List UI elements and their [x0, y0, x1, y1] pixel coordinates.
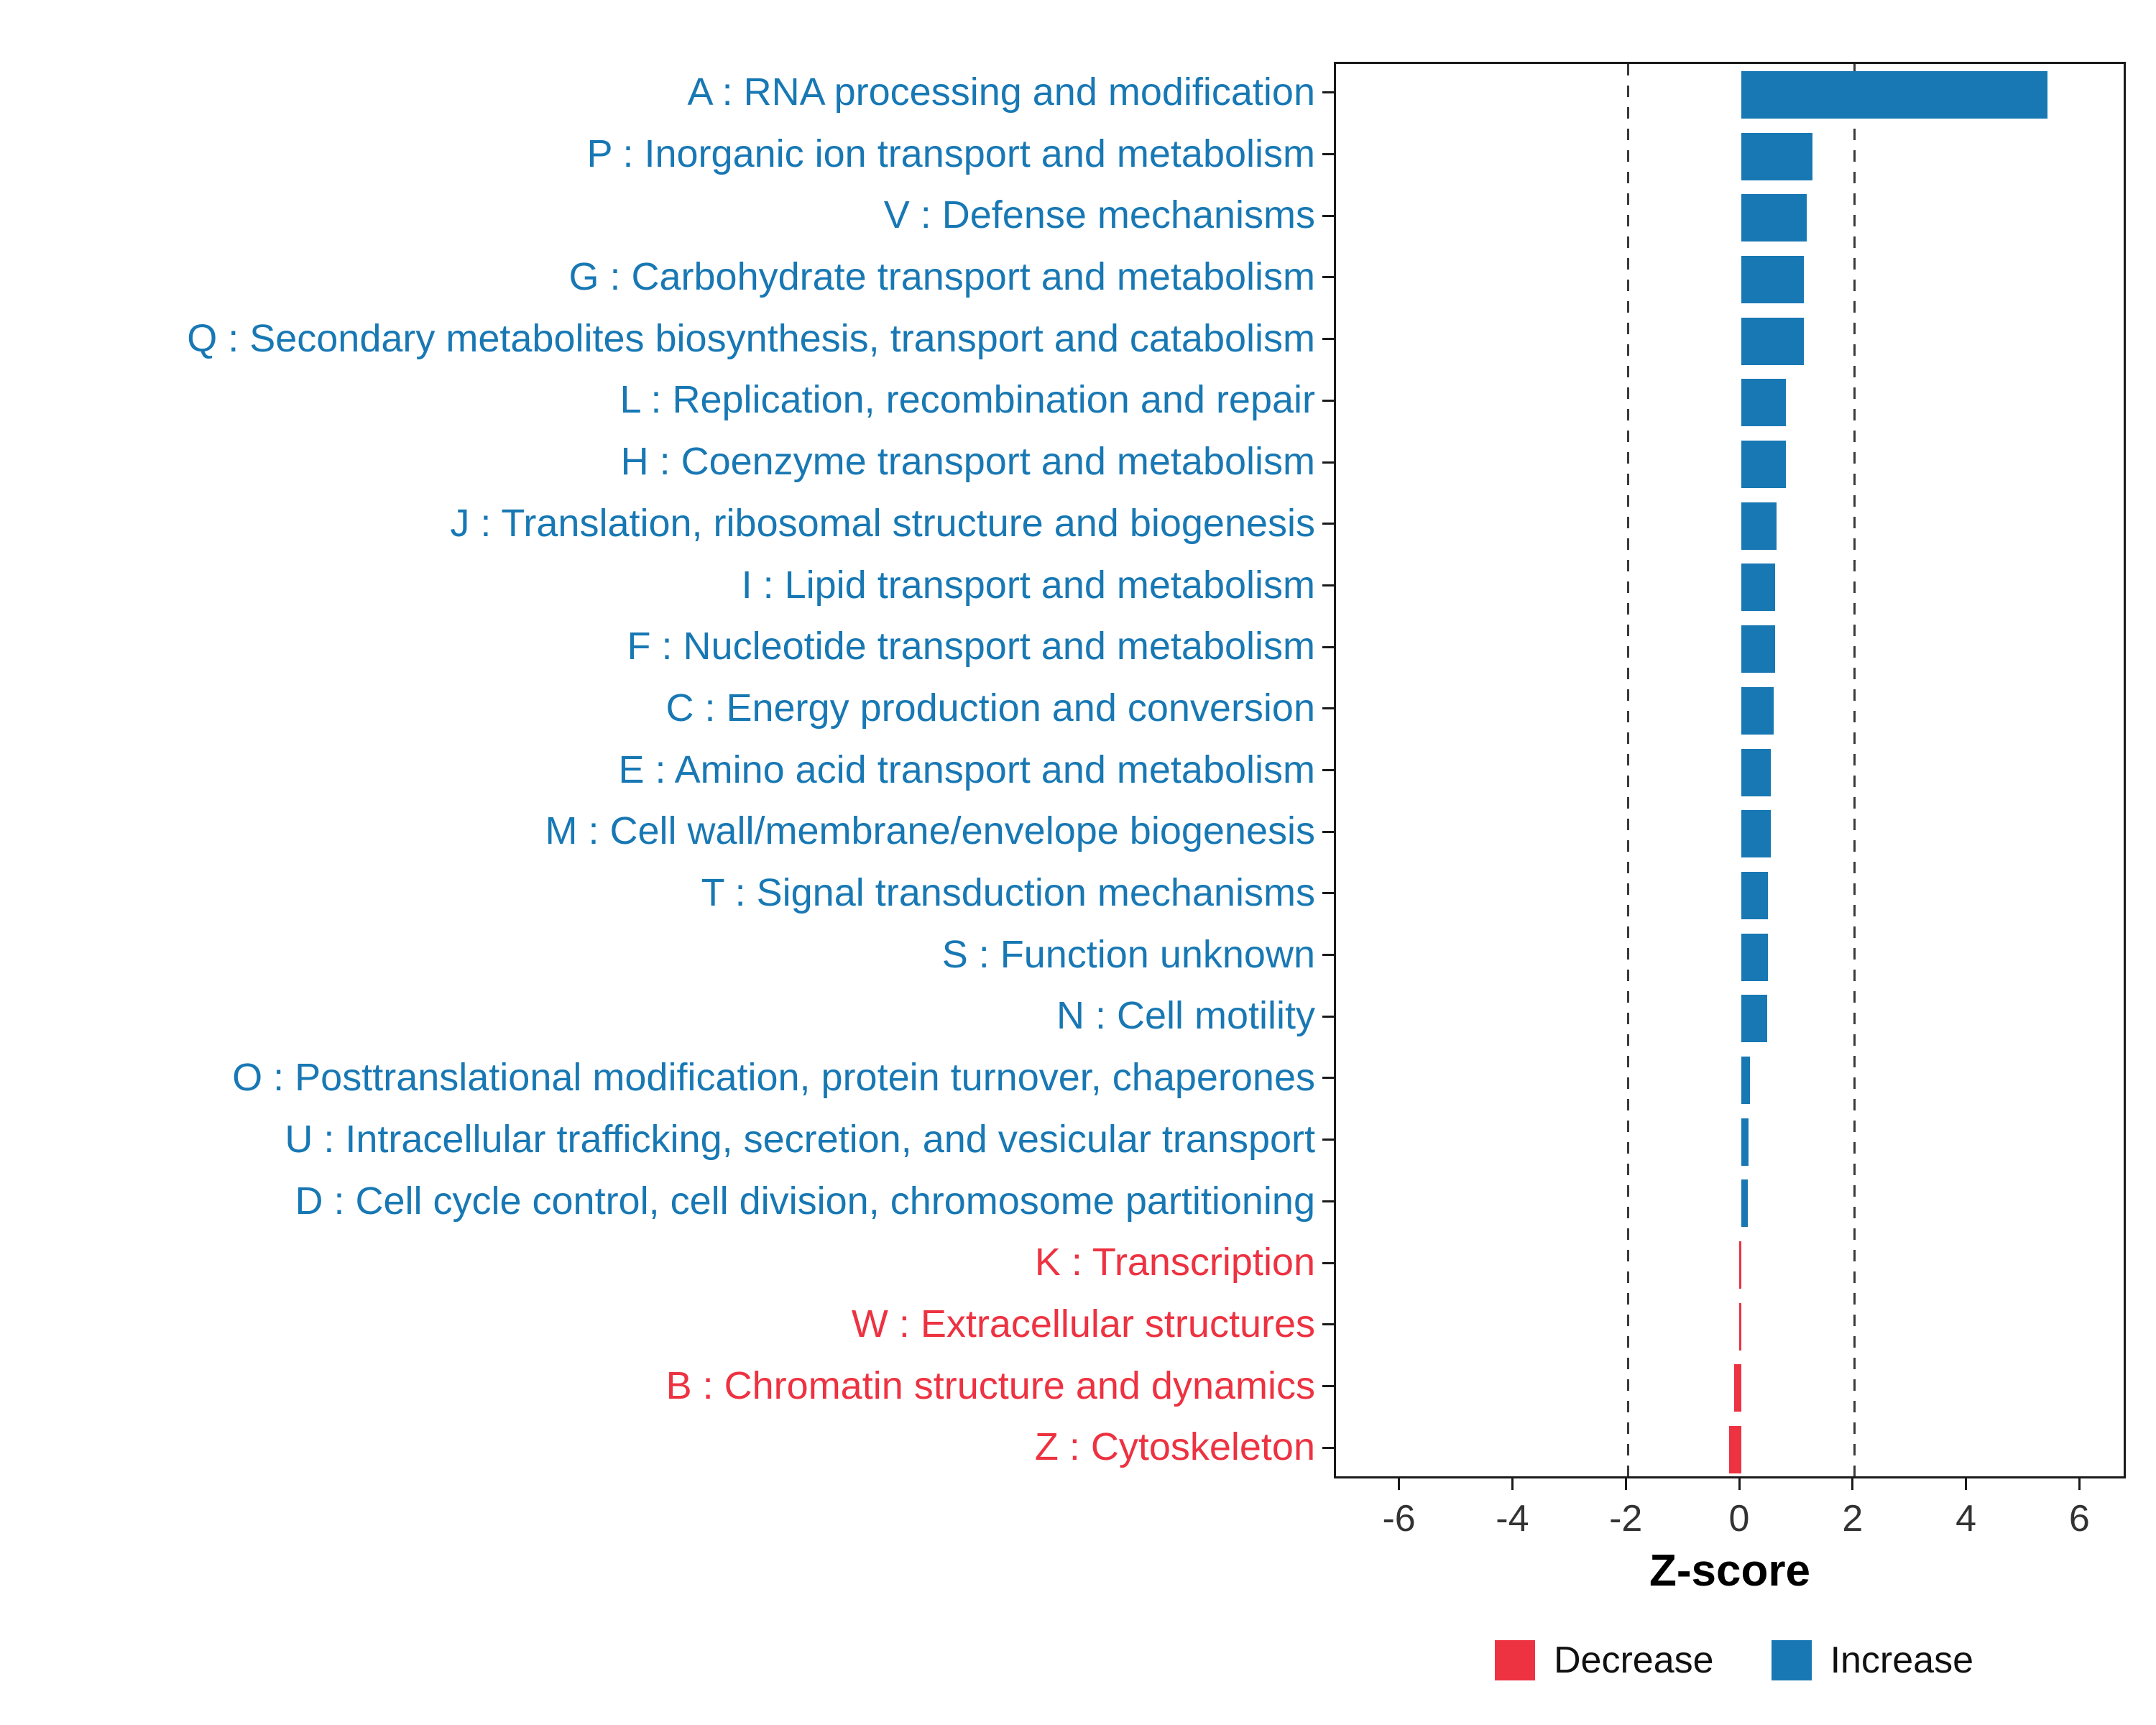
bar-v [1741, 194, 1807, 242]
bar-e [1741, 748, 1772, 796]
x-axis-tick [1965, 1478, 1968, 1490]
category-label-c: C : Energy production and conversion [665, 686, 1315, 730]
x-tick-label-4: 4 [1955, 1498, 1977, 1540]
y-axis-tick [1322, 399, 1334, 402]
y-axis-tick [1322, 214, 1334, 217]
x-axis-tick [1738, 1478, 1741, 1490]
y-axis-tick [1322, 91, 1334, 94]
y-axis-tick [1322, 1077, 1334, 1080]
increase-color-swatch [1771, 1640, 1812, 1680]
x-axis-tick [1851, 1478, 1854, 1490]
bar-d [1741, 1179, 1749, 1228]
category-label-k: K : Transcription [1034, 1241, 1315, 1284]
bar-c [1741, 686, 1774, 735]
bar-a [1741, 70, 2048, 119]
reference-line-2 [1853, 64, 1856, 1476]
category-label-g: G : Carbohydrate transport and metabolis… [568, 255, 1316, 299]
legend-label-increase: Increase [1830, 1639, 1974, 1681]
category-label-m: M : Cell wall/membrane/envelope biogenes… [545, 809, 1315, 853]
y-axis-tick [1322, 584, 1334, 586]
bar-o [1741, 1056, 1750, 1104]
y-axis-tick [1322, 1446, 1334, 1449]
category-label-t: T : Signal transduction mechanisms [701, 871, 1315, 915]
x-axis-tick [2078, 1478, 2081, 1490]
bar-w [1738, 1302, 1741, 1351]
bar-u [1741, 1118, 1749, 1166]
bar-n [1741, 995, 1767, 1043]
category-label-v: V : Defense mechanisms [883, 193, 1315, 237]
bar-t [1741, 871, 1769, 919]
bar-m [1741, 810, 1772, 858]
y-axis-tick [1322, 892, 1334, 895]
x-tick-label--4: -4 [1496, 1498, 1529, 1540]
category-label-s: S : Function unknown [941, 932, 1315, 976]
legend-label-decrease: Decrease [1554, 1639, 1714, 1681]
legend: Decrease Increase [1495, 1639, 1973, 1682]
category-label-h: H : Coenzyme transport and metabolism [620, 440, 1315, 484]
category-label-j: J : Translation, ribosomal structure and… [450, 501, 1315, 545]
x-tick-label--6: -6 [1382, 1498, 1416, 1540]
category-label-b: B : Chromatin structure and dynamics [665, 1363, 1315, 1407]
category-label-f: F : Nucleotide transport and metabolism [627, 625, 1315, 668]
bar-j [1741, 502, 1777, 550]
bar-g [1741, 255, 1804, 303]
x-axis-title: Z-score [1649, 1546, 1810, 1596]
x-tick-label--2: -2 [1609, 1498, 1643, 1540]
category-label-p: P : Inorganic ion transport and metaboli… [586, 132, 1315, 175]
category-label-l: L : Replication, recombination and repai… [619, 378, 1315, 422]
x-tick-label-6: 6 [2068, 1498, 2090, 1540]
y-axis-tick [1322, 954, 1334, 957]
category-label-w: W : Extracellular structures [851, 1302, 1315, 1346]
x-tick-label-2: 2 [1842, 1498, 1864, 1540]
category-label-i: I : Lipid transport and metabolism [741, 563, 1315, 607]
bar-k [1738, 1241, 1741, 1289]
y-axis-tick [1322, 1138, 1334, 1141]
y-axis-tick [1322, 1384, 1334, 1387]
bar-s [1741, 933, 1769, 981]
y-axis-tick [1322, 1015, 1334, 1018]
category-label-d: D : Cell cycle control, cell division, c… [295, 1179, 1315, 1223]
bar-h [1741, 441, 1786, 489]
category-label-o: O : Posttranslational modification, prot… [232, 1056, 1315, 1100]
y-axis-tick [1322, 461, 1334, 464]
bar-b [1733, 1364, 1741, 1412]
bar-q [1741, 317, 1804, 365]
y-axis-tick [1322, 1323, 1334, 1326]
bar-l [1741, 379, 1786, 427]
bar-i [1741, 564, 1776, 612]
category-label-n: N : Cell motility [1056, 994, 1315, 1038]
y-axis-tick [1322, 276, 1334, 279]
bar-z [1728, 1426, 1741, 1474]
plot-panel [1334, 62, 2126, 1478]
x-axis-tick [1511, 1478, 1514, 1490]
reference-line--2 [1626, 64, 1629, 1476]
y-axis-tick [1322, 1261, 1334, 1264]
category-label-e: E : Amino acid transport and metabolism [618, 748, 1315, 791]
decrease-color-swatch [1495, 1640, 1535, 1680]
legend-item-increase: Increase [1771, 1639, 1974, 1682]
y-axis-tick [1322, 153, 1334, 156]
category-label-u: U : Intracellular trafficking, secretion… [285, 1117, 1315, 1161]
y-axis-tick [1322, 523, 1334, 525]
x-axis-tick [1398, 1478, 1401, 1490]
y-axis-tick [1322, 338, 1334, 341]
y-axis-tick [1322, 1200, 1334, 1202]
bar-p [1741, 132, 1812, 180]
x-axis-tick [1624, 1478, 1627, 1490]
y-axis-tick [1322, 645, 1334, 648]
bar-f [1741, 625, 1776, 673]
x-tick-label-0: 0 [1728, 1498, 1750, 1540]
category-label-q: Q : Secondary metabolites biosynthesis, … [187, 316, 1315, 360]
y-axis-tick [1322, 707, 1334, 710]
y-axis-tick [1322, 769, 1334, 771]
category-label-a: A : RNA processing and modification [687, 70, 1315, 114]
category-label-z: Z : Cytoskeleton [1034, 1425, 1315, 1469]
legend-item-decrease: Decrease [1495, 1639, 1714, 1682]
y-axis-tick [1322, 830, 1334, 833]
